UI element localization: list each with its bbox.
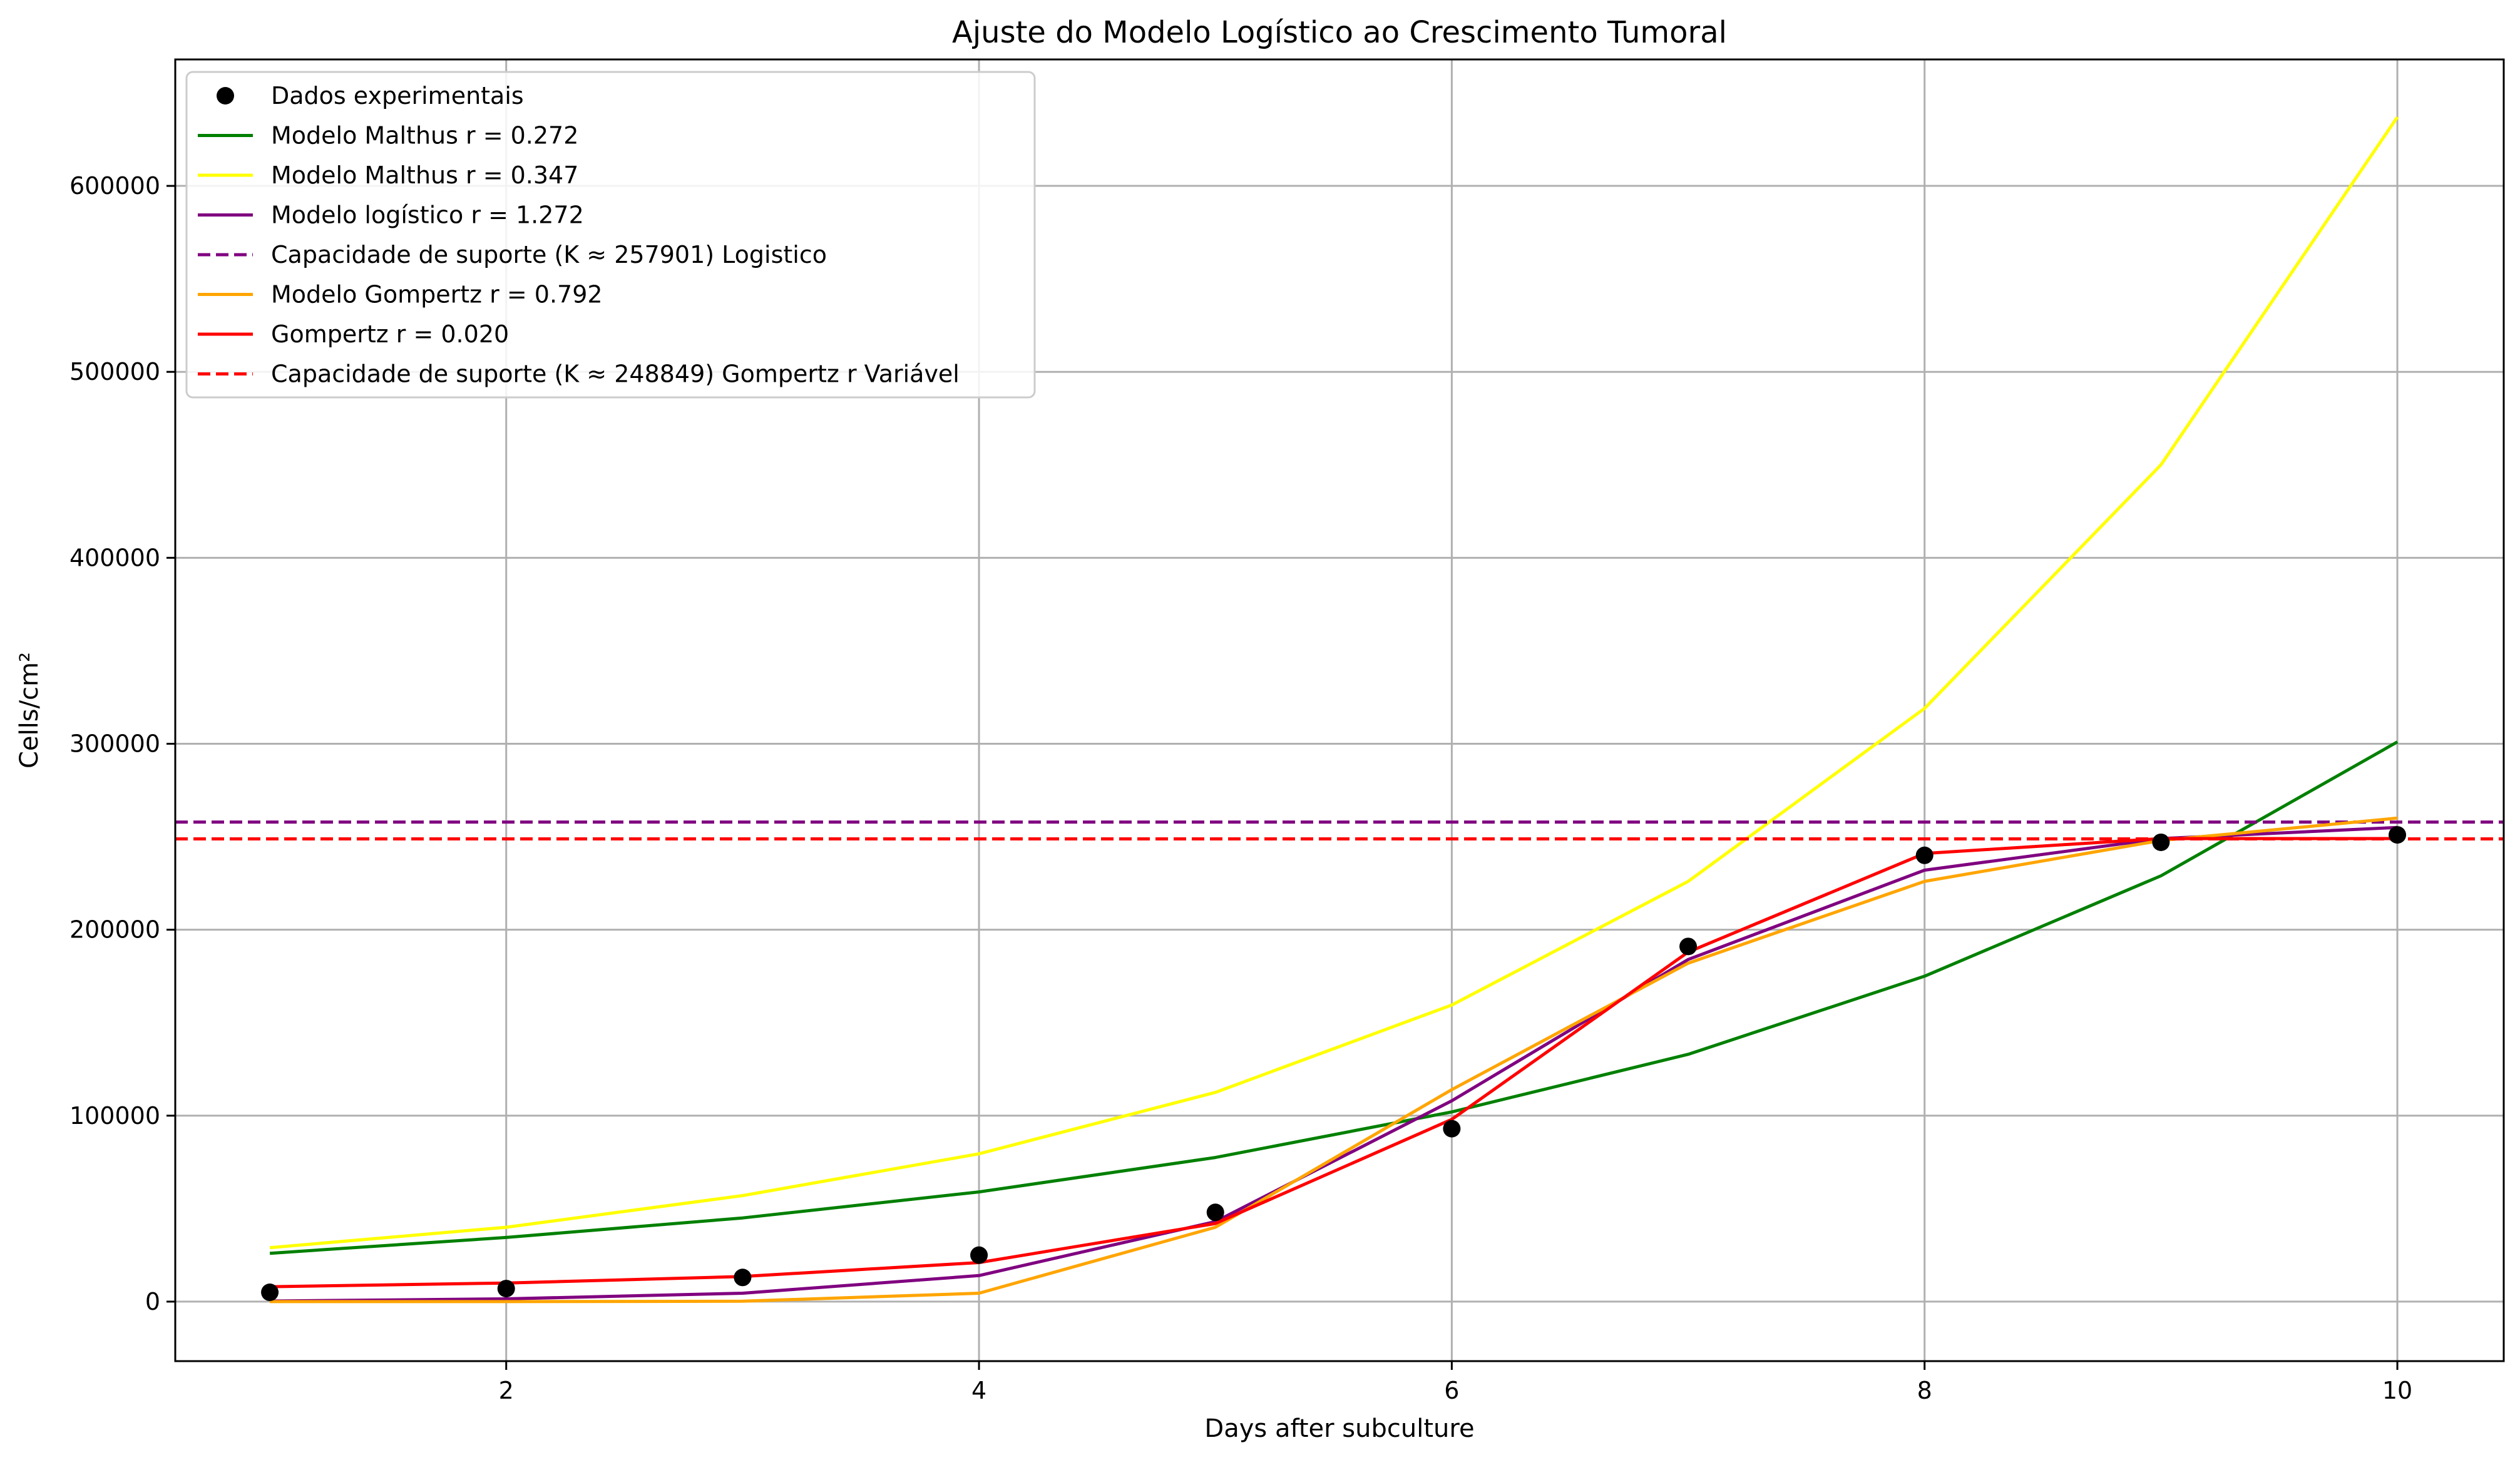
y-tick-label: 200000 — [69, 916, 160, 944]
data-point — [1679, 937, 1698, 956]
legend-label: Capacidade de suporte (K ≈ 248849) Gompe… — [271, 360, 960, 388]
y-tick-label: 500000 — [69, 358, 160, 385]
axis-ticks: 2 4 6 8 10 0 100000 200000 300000 400000 500000 600… — [69, 172, 2412, 1404]
legend-label: Gompertz r = 0.020 — [271, 320, 509, 348]
y-axis-label: Cells/cm² — [15, 652, 44, 768]
x-tick-label: 4 — [971, 1377, 986, 1404]
data-point — [497, 1280, 515, 1298]
legend-label: Dados experimentais — [271, 82, 524, 110]
legend-label: Modelo Gompertz r = 0.792 — [271, 281, 603, 309]
y-tick-label: 100000 — [69, 1102, 160, 1130]
x-axis-label: Days after subculture — [1204, 1414, 1474, 1443]
data-point — [261, 1284, 279, 1302]
series-line-modelo-malthus-r-0-347 — [269, 116, 2399, 1250]
series-line-modelo-malthus-r-0-272 — [269, 740, 2399, 1255]
data-point — [970, 1246, 988, 1264]
data-point — [734, 1269, 752, 1287]
x-tick-label: 2 — [499, 1377, 514, 1404]
plot-series — [175, 116, 2504, 1304]
x-tick-label: 10 — [2382, 1377, 2412, 1404]
legend-box — [185, 71, 1036, 399]
series-line-gompertz-r-0-020 — [270, 837, 2398, 1289]
legend-label: Modelo Malthus r = 0.272 — [271, 122, 578, 150]
y-tick-label: 600000 — [69, 172, 160, 200]
y-tick-label: 0 — [145, 1288, 160, 1315]
y-tick-label: 300000 — [69, 730, 160, 757]
legend-label: Capacidade de suporte (K ≈ 257901) Logis… — [271, 241, 827, 268]
x-tick-label: 8 — [1917, 1377, 1932, 1404]
legend-label: Modelo Malthus r = 0.347 — [271, 161, 578, 189]
legend-label: Modelo logístico r = 1.272 — [271, 202, 584, 229]
data-point — [1915, 846, 1934, 864]
plot-frame — [174, 58, 2505, 1362]
legend-marker — [217, 87, 234, 105]
series-line-modelo-gompertz-r-0-792 — [270, 816, 2398, 1304]
x-tick-label: 6 — [1444, 1377, 1459, 1404]
data-point — [2152, 833, 2170, 851]
legend: Dados experimentais Modelo Malthus r = 0.… — [185, 71, 1036, 399]
chart-title: Ajuste do Modelo Logístico ao Cresciment… — [952, 15, 1727, 50]
y-tick-label: 400000 — [69, 544, 160, 571]
data-point — [2389, 826, 2407, 844]
series-line-modelo-logistico-r-1-272 — [270, 825, 2398, 1303]
data-point — [1206, 1203, 1224, 1222]
data-point — [1443, 1120, 1461, 1138]
